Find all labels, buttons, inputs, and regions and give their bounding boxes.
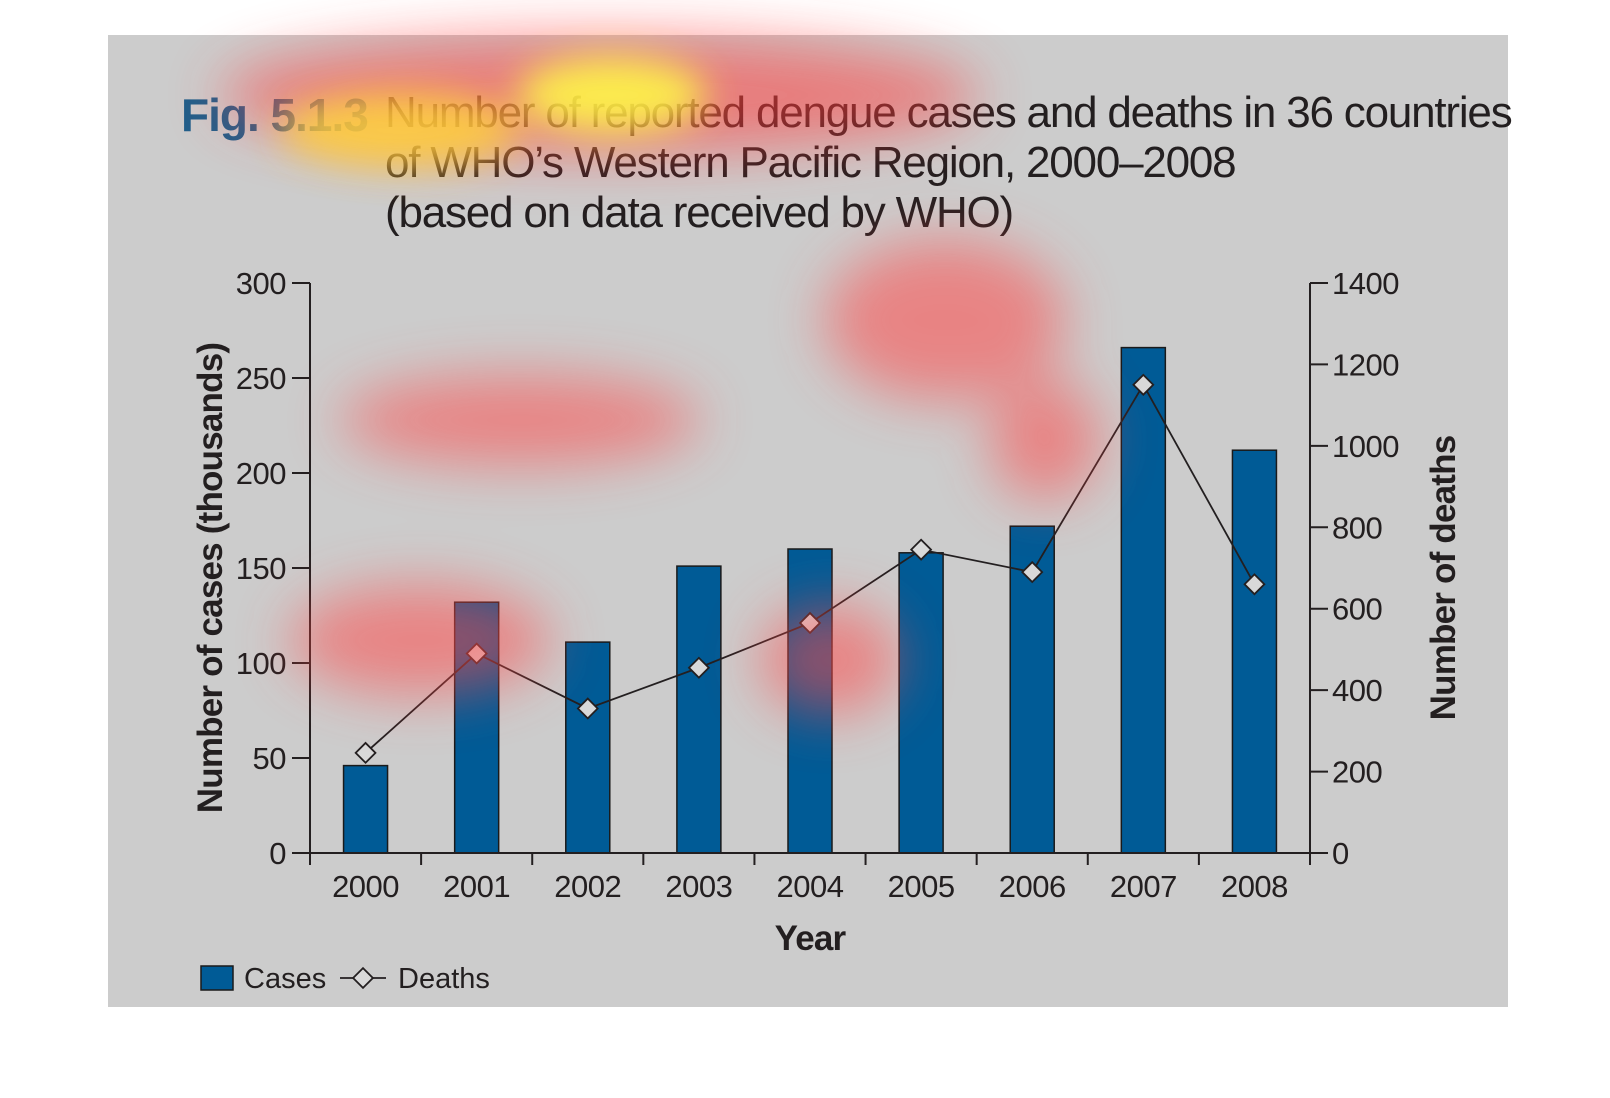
bar-cases-2007 bbox=[1120, 346, 1167, 854]
bar-cases-2001 bbox=[453, 601, 500, 854]
deaths-marker-2007 bbox=[1132, 373, 1155, 396]
deaths-marker-2003 bbox=[687, 656, 711, 679]
chart-axes: 0 50 100 150 200 250 300 0 200 400 600 800 1000 1200 1… bbox=[236, 266, 1400, 904]
x-tick-label-2004: 2004 bbox=[777, 869, 844, 904]
y-tick-label-right-600: 600 bbox=[1332, 592, 1382, 627]
x-tick-label-2008: 2008 bbox=[1221, 869, 1288, 904]
chart-legend: Cases Deaths bbox=[200, 963, 490, 995]
bar-cases-2003 bbox=[676, 565, 722, 854]
x-tick-label-2000: 2000 bbox=[332, 869, 399, 904]
deaths-marker-2008 bbox=[1243, 573, 1266, 596]
y-axis-title-left: Number of cases (thousands) bbox=[191, 343, 230, 813]
axis-titles: Year Number of cases (thousands) Number … bbox=[191, 343, 1463, 958]
y-tick-label-left-250: 250 bbox=[236, 361, 286, 396]
y-tick-label-left-50: 50 bbox=[253, 741, 287, 776]
x-tick-label-2002: 2002 bbox=[554, 869, 621, 904]
y-tick-label-right-200: 200 bbox=[1332, 755, 1382, 790]
y-tick-label-left-300: 300 bbox=[236, 266, 286, 301]
y-tick-label-right-1000: 1000 bbox=[1332, 429, 1399, 464]
x-tick-label-2006: 2006 bbox=[999, 869, 1066, 904]
bar-cases-2000 bbox=[342, 764, 389, 854]
deaths-marker-2000 bbox=[354, 741, 377, 765]
deaths-marker-2005 bbox=[909, 538, 933, 561]
x-axis-title: Year bbox=[775, 919, 847, 958]
deaths-marker-2006 bbox=[1021, 560, 1044, 584]
x-tick-label-2003: 2003 bbox=[665, 869, 732, 904]
y-tick-label-right-400: 400 bbox=[1332, 673, 1382, 708]
y-tick-label-right-800: 800 bbox=[1332, 510, 1382, 545]
legend-cases-swatch bbox=[200, 965, 234, 991]
y-axis-title-right: Number of deaths bbox=[1424, 435, 1463, 720]
legend-deaths-marker bbox=[351, 966, 375, 990]
y-tick-label-left-200: 200 bbox=[236, 456, 286, 491]
bar-cases-2004 bbox=[787, 548, 833, 854]
bar-cases-2002 bbox=[565, 641, 611, 854]
y-tick-label-right-0: 0 bbox=[1332, 836, 1349, 871]
bar-cases-2005 bbox=[898, 552, 944, 854]
x-tick-label-2007: 2007 bbox=[1110, 869, 1177, 904]
y-tick-label-right-1200: 1200 bbox=[1332, 347, 1399, 382]
legend-deaths-label: Deaths bbox=[398, 963, 490, 995]
x-tick-label-2001: 2001 bbox=[443, 869, 510, 904]
y-tick-label-left-0: 0 bbox=[269, 836, 286, 871]
figure-title-line-3: (based on data received by WHO) bbox=[385, 188, 1014, 237]
y-tick-label-right-1400: 1400 bbox=[1332, 266, 1399, 301]
x-tick-label-2005: 2005 bbox=[888, 869, 955, 904]
legend-cases-label: Cases bbox=[244, 963, 326, 995]
deaths-marker-2002 bbox=[576, 697, 599, 720]
y-tick-label-left-100: 100 bbox=[236, 646, 286, 681]
bar-cases-2008 bbox=[1231, 449, 1278, 854]
cases-bars bbox=[342, 346, 1278, 854]
y-tick-label-left-150: 150 bbox=[236, 551, 286, 586]
